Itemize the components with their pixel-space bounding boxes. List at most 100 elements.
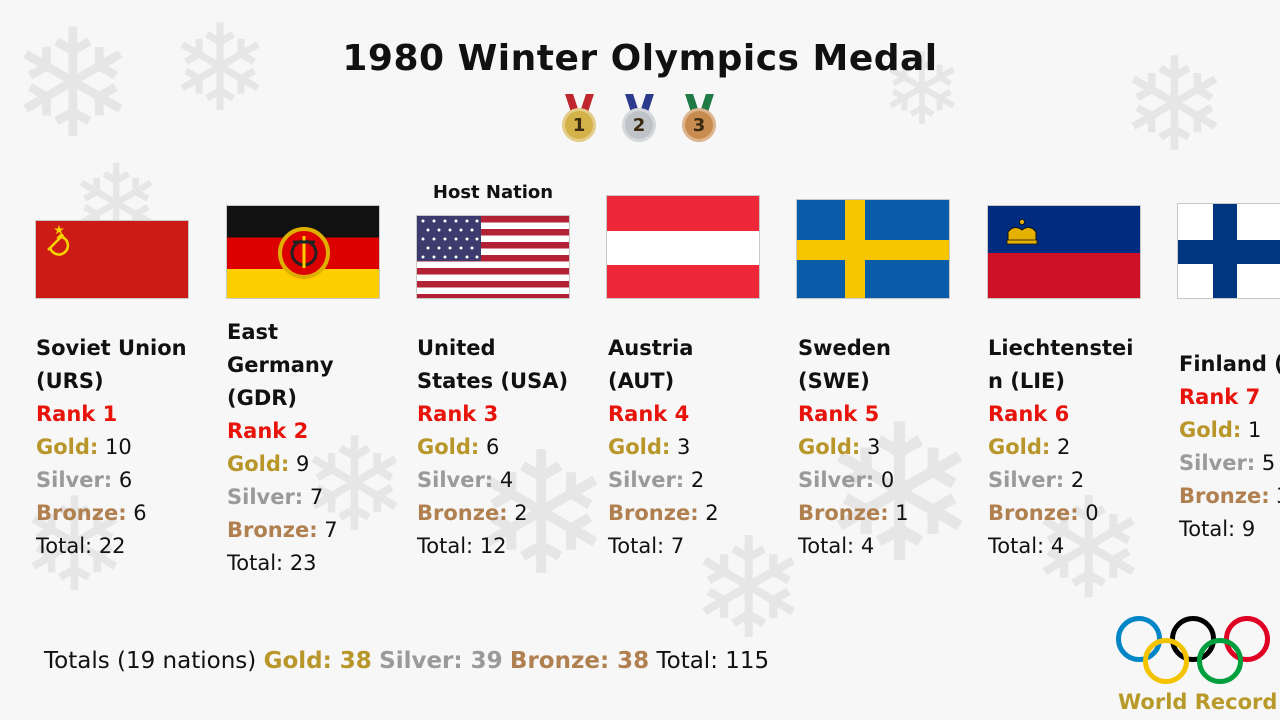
medal-icons: 1 2 3 [560,94,722,146]
gdr-emblem-icon [227,206,379,298]
total-label: Total: [1179,517,1236,541]
silver-value: 6 [118,468,133,492]
country-card: Sweden (SWE) Rank 5 Gold: 3 Silver: 0 Br… [798,332,928,563]
country-name: Sweden (SWE) [798,336,891,393]
bronze-label: Bronze: [798,501,889,525]
usa-stripes [417,216,569,298]
total-label: Total: [417,534,474,558]
total-label: Total: [36,534,93,558]
flag-stripe [607,265,759,298]
total-value: 4 [860,534,875,558]
total-value: 23 [289,551,317,575]
country-name: United States (USA) [417,336,569,393]
snowflake-decoration: ❄ [10,0,136,172]
silver-label: Silver: [798,468,875,492]
medal-number: 3 [682,108,716,142]
gold-label: Gold: [988,435,1051,459]
silver-value: 4 [499,468,514,492]
bronze-label: Bronze: [608,501,699,525]
total-label: Total: [988,534,1045,558]
bronze-label: Bronze: [1179,484,1270,508]
total-value: 4 [1050,534,1065,558]
silver-label: Silver: [36,468,113,492]
totals-prefix: Totals (19 nations) [44,648,257,674]
gold-label: Gold: [1179,418,1242,442]
medal-number: 1 [562,108,596,142]
page-title: 1980 Winter Olympics Medal [342,38,938,79]
bronze-value: 0 [1085,501,1099,525]
gold-label: Gold: [798,435,861,459]
country-card: Liechtenstei n (LIE) Rank 6 Gold: 2 Silv… [988,332,1148,563]
total-label: Total: [227,551,284,575]
flag-stripe [607,196,759,231]
total-value: 7 [670,534,685,558]
country-rank: Rank 7 [1179,385,1261,409]
gold-value: 9 [295,452,310,476]
usa-flag [416,215,570,299]
bronze-label: Bronze: [227,518,318,542]
bronze-value: 2 [514,501,528,525]
ring [1197,638,1243,684]
gold-label: Gold: [608,435,671,459]
totals-total: Total: 115 [656,648,770,674]
gold-value: 2 [1056,435,1071,459]
silver-label: Silver: [1179,451,1256,475]
bronze-medal-icon: 3 [680,94,720,146]
logo-text: World Record [1118,690,1278,714]
total-label: Total: [608,534,665,558]
gold-value: 6 [485,435,500,459]
bronze-value: 6 [133,501,147,525]
bronze-label: Bronze: [36,501,127,525]
finland-flag [1177,203,1280,299]
ring [1143,638,1189,684]
bronze-label: Bronze: [417,501,508,525]
total-value: 12 [479,534,507,558]
silver-label: Silver: [988,468,1065,492]
country-card: East Germany (GDR) Rank 2 Gold: 9 Silver… [227,316,357,580]
country-rank: Rank 5 [798,402,880,426]
country-rank: Rank 1 [36,402,118,426]
country-name: Finland ( [1179,352,1280,376]
austria-flag [606,195,760,299]
total-label: Total: [798,534,855,558]
country-rank: Rank 4 [608,402,690,426]
silver-value: 2 [690,468,705,492]
olympic-rings-icon [1112,612,1276,692]
sweden-flag [796,199,950,299]
totals-gold: Gold: 38 [263,648,372,674]
country-rank: Rank 3 [417,402,499,426]
country-rank: Rank 6 [988,402,1070,426]
totals-silver: Silver: 39 [379,648,503,674]
gold-label: Gold: [36,435,99,459]
gold-label: Gold: [417,435,480,459]
silver-value: 2 [1070,468,1085,492]
bronze-value: 3 [1276,484,1280,508]
ussr-flag [35,220,189,299]
finland-cross [1178,204,1280,298]
gold-medal-icon: 1 [560,94,600,146]
silver-label: Silver: [227,485,304,509]
bronze-value: 2 [705,501,719,525]
country-card: Finland ( Rank 7 Gold: 1 Silver: 5 Bronz… [1179,348,1280,546]
flag-stripe [607,231,759,265]
silver-medal-icon: 2 [620,94,660,146]
bronze-value: 1 [895,501,909,525]
country-card: United States (USA) Rank 3 Gold: 6 Silve… [417,332,577,563]
gold-value: 10 [104,435,132,459]
hammer-sickle-icon [47,225,70,256]
bronze-value: 7 [324,518,338,542]
gold-value: 3 [676,435,691,459]
silver-value: 5 [1261,451,1276,475]
crown-icon [988,206,1140,298]
medal-number: 2 [622,108,656,142]
country-name: Austria (AUT) [608,336,694,393]
totals-bronze: Bronze: 38 [509,648,650,674]
total-value: 9 [1241,517,1256,541]
gold-label: Gold: [227,452,290,476]
total-value: 22 [98,534,126,558]
silver-value: 7 [309,485,324,509]
totals-summary: Totals (19 nations) Gold: 38 Silver: 39 … [44,648,769,674]
country-card: Austria (AUT) Rank 4 Gold: 3 Silver: 2 B… [608,332,738,563]
gdr-flag [226,205,380,299]
country-name: Liechtenstei n (LIE) [988,336,1134,393]
